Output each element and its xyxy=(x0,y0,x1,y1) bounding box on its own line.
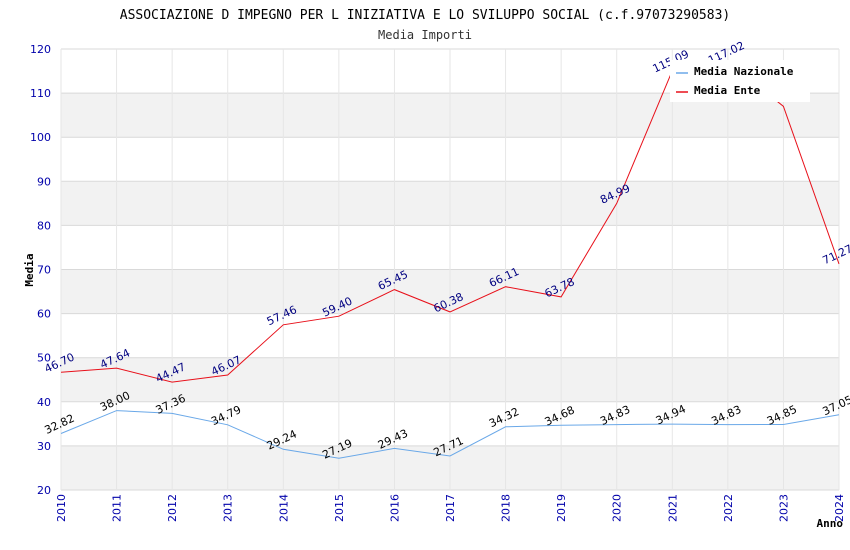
x-tick-label: 2012 xyxy=(166,494,179,522)
x-tick-label: 2015 xyxy=(333,494,346,522)
chart-title: ASSOCIAZIONE D IMPEGNO PER L INIZIATIVA … xyxy=(120,8,730,23)
y-axis-label: Media xyxy=(23,253,36,286)
x-tick-label: 2017 xyxy=(444,494,457,522)
x-tick-label: 2010 xyxy=(55,494,68,522)
series-line-media-nazionale xyxy=(60,410,840,459)
y-axis-ticks: 20 30 40 50 60 70 80 90 100 110 120 xyxy=(30,43,51,497)
y-tick-label: 100 xyxy=(30,131,51,144)
y-tick-label: 50 xyxy=(37,352,51,365)
y-tick-label: 90 xyxy=(37,175,51,188)
y-tick-label: 20 xyxy=(37,484,51,497)
x-tick-label: 2022 xyxy=(722,494,735,522)
y-tick-label: 120 xyxy=(30,43,51,56)
y-tick-label: 110 xyxy=(30,87,51,100)
chart-subtitle: Media Importi xyxy=(378,28,472,42)
legend: Media Nazionale Media Ente xyxy=(670,60,810,102)
y-tick-label: 70 xyxy=(37,264,51,277)
y-tick-label: 30 xyxy=(37,440,51,453)
x-tick-label: 2020 xyxy=(611,494,624,522)
y-tick-label: 80 xyxy=(37,219,51,232)
y-tick-label: 60 xyxy=(37,308,51,321)
legend-label-media-nazionale: Media Nazionale xyxy=(694,65,794,78)
grid-lines xyxy=(60,48,840,491)
y-tick-label: 40 xyxy=(37,396,51,409)
x-tick-label: 2023 xyxy=(777,494,790,522)
x-tick-label: 2011 xyxy=(111,494,124,522)
legend-label-media-ente: Media Ente xyxy=(694,84,761,97)
x-tick-label: 2019 xyxy=(555,494,568,522)
x-tick-label: 2021 xyxy=(666,494,679,522)
x-tick-label: 2024 xyxy=(833,494,846,522)
x-tick-label: 2013 xyxy=(222,494,235,522)
legend-box xyxy=(670,60,810,102)
x-axis-ticks: 2010 2011 2012 2013 2014 2015 2016 2017 2018 2019… xyxy=(55,494,846,522)
x-axis-label: Anno xyxy=(817,517,844,530)
x-tick-label: 2018 xyxy=(500,494,513,522)
x-tick-label: 2014 xyxy=(277,494,290,522)
x-tick-label: 2016 xyxy=(388,494,401,522)
